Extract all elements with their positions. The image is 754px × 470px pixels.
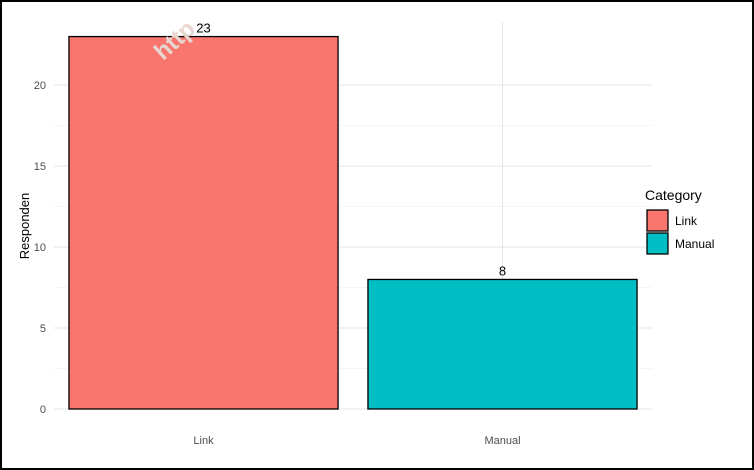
bar-data-labels: 23 8 (196, 21, 506, 279)
y-axis-title: Responden (17, 193, 32, 260)
bar-data-label: 23 (196, 21, 210, 36)
legend-label-link: Link (675, 214, 698, 228)
bars (68, 35, 638, 410)
legend-items: Link Manual (646, 209, 714, 255)
legend-key-link (646, 209, 669, 232)
y-tick-label: 10 (34, 242, 46, 254)
legend-key-manual (646, 232, 669, 255)
y-tick-label: 20 (34, 80, 46, 92)
bar-link (68, 35, 339, 410)
bar-manual (367, 278, 638, 410)
bar-data-label: 8 (499, 263, 506, 278)
y-tick-label: 0 (40, 404, 46, 416)
legend-title: Category (645, 187, 702, 203)
y-tick-label: 15 (34, 161, 46, 173)
x-tick-label: Manual (484, 435, 520, 447)
x-tick-label: Link (193, 435, 214, 447)
y-tick-label: 5 (40, 323, 46, 335)
x-axis-ticks: Link Manual (193, 435, 520, 447)
y-axis-ticks: 0 5 10 15 20 (34, 80, 46, 416)
legend: Category Link Manual (645, 187, 714, 255)
legend-label-manual: Manual (675, 237, 714, 251)
